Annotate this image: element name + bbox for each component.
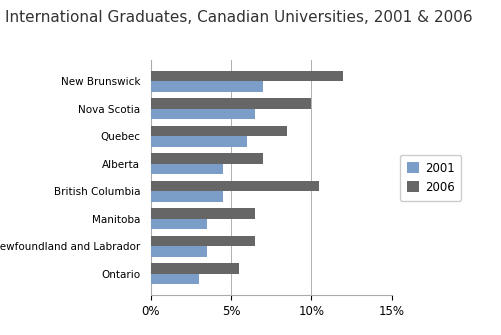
Bar [150, 181, 319, 191]
Bar [150, 274, 198, 284]
Bar [150, 81, 263, 92]
Bar [150, 71, 343, 81]
Bar [150, 98, 311, 109]
Bar [150, 219, 206, 229]
Text: International Graduates, Canadian Universities, 2001 & 2006: International Graduates, Canadian Univer… [5, 10, 472, 25]
Bar [150, 164, 222, 174]
Bar [150, 208, 255, 219]
Bar [150, 153, 263, 164]
Bar [150, 246, 206, 257]
Bar [150, 136, 246, 147]
Bar [150, 191, 222, 202]
Bar [150, 236, 255, 246]
Bar [150, 109, 255, 119]
Legend: 2001, 2006: 2001, 2006 [399, 154, 460, 201]
Bar [150, 126, 287, 136]
Bar [150, 263, 238, 274]
